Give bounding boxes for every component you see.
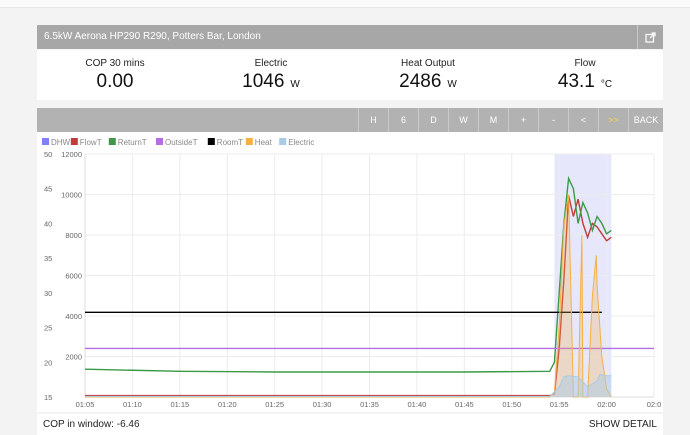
view-day-button[interactable]: D: [418, 108, 448, 132]
x-tick-label: 01:25: [265, 400, 284, 409]
x-tick-label: 01:45: [455, 400, 474, 409]
stat-number: 0.00: [96, 71, 134, 92]
view-week-button[interactable]: W: [448, 108, 478, 132]
y-right-tick-label: 12000: [61, 150, 82, 159]
stat-number: 1046: [242, 71, 285, 92]
x-tick-label: 02:0: [647, 400, 662, 409]
legend-swatch: [108, 138, 116, 145]
pan-left-button[interactable]: <: [568, 108, 598, 132]
x-tick-label: 01:10: [123, 400, 142, 409]
y-right-tick-label: 4000: [65, 312, 82, 321]
y-right-tick-label: 10000: [61, 191, 82, 200]
stat-unit: W: [447, 79, 457, 90]
stat-label: Heat Output: [401, 58, 455, 69]
legend-label: RoomT: [217, 138, 243, 147]
stat-unit: °C: [600, 79, 613, 90]
legend-label: Electric: [288, 138, 314, 147]
stat-label: Electric: [254, 58, 288, 69]
stat-number: 2486: [399, 71, 442, 92]
y-left-tick-label: 40: [44, 219, 52, 228]
stat-heat-output: Heat Output 2486 W: [350, 58, 506, 93]
y-left-tick-label: 30: [44, 289, 52, 298]
y-left-tick-label: 35: [44, 254, 52, 263]
legend-label: ReturnT: [118, 138, 147, 147]
back-button[interactable]: BACK: [628, 108, 663, 132]
stat-unit: W: [290, 79, 300, 90]
x-tick-label: 01:05: [76, 400, 95, 409]
x-tick-label: 01:35: [360, 400, 379, 409]
series-heat-line: [85, 194, 612, 398]
y-right-tick-label: 2000: [65, 353, 82, 362]
stat-cop: COP 30 mins 0.00: [37, 58, 193, 93]
stat-value: 0.00: [37, 71, 193, 93]
series-heat-area: [85, 194, 612, 397]
panel-title: 6.5kW Aerona HP290 R290, Potters Bar, Lo…: [44, 31, 261, 42]
legend-swatch: [156, 138, 163, 145]
external-link-icon[interactable]: [637, 25, 663, 49]
y-left-tick-label: 25: [44, 324, 52, 333]
x-tick-label: 01:55: [550, 400, 569, 409]
legend-swatch: [42, 138, 49, 145]
legend-label: FlowT: [80, 138, 102, 147]
stat-value: 1046 W: [193, 71, 349, 93]
x-tick-label: 01:50: [502, 400, 521, 409]
y-right-tick-label: 6000: [65, 272, 82, 281]
y-left-tick-label: 15: [44, 393, 52, 402]
series-returnt-line: [84, 175, 612, 373]
legend-swatch: [245, 138, 253, 145]
y-left-tick-label: 20: [44, 358, 52, 367]
stats-panel: COP 30 mins 0.00 Electric 1046 W Heat Out…: [37, 50, 663, 100]
stat-value: 43.1 °C: [507, 71, 663, 93]
stat-number: 43.1: [557, 71, 595, 92]
series-electric-line: [85, 374, 612, 397]
x-tick-label: 01:20: [218, 400, 237, 409]
legend-label: OutsideT: [165, 138, 198, 147]
y-left-tick-label: 45: [44, 185, 52, 194]
x-tick-label: 01:15: [170, 400, 189, 409]
stat-electric: Electric 1046 W: [193, 58, 349, 93]
stat-value: 2486 W: [350, 71, 506, 93]
series-flowt-line: [85, 195, 612, 397]
y-left-tick-label: 50: [44, 150, 52, 159]
legend-swatch: [279, 138, 287, 145]
view-month-button[interactable]: M: [478, 108, 508, 132]
stat-label: COP 30 mins: [85, 58, 145, 69]
timeseries-chart[interactable]: DHW FlowT ReturnT OutsideT RoomT Heat Electric…: [37, 132, 663, 412]
chart-toolbar: H 6 D W M + - < >> BACK: [37, 108, 663, 132]
view-hour-button[interactable]: H: [358, 108, 388, 132]
stat-label: Flow: [574, 58, 596, 69]
legend-label: Heat: [255, 138, 273, 147]
y-right-tick-label: 8000: [65, 231, 82, 240]
view-6h-button[interactable]: 6: [388, 108, 418, 132]
zoom-in-button[interactable]: +: [508, 108, 538, 132]
show-detail-link[interactable]: SHOW DETAIL: [588, 419, 657, 430]
stat-flow: Flow 43.1 °C: [507, 58, 663, 93]
zoom-out-button[interactable]: -: [538, 108, 568, 132]
x-tick-label: 01:40: [408, 400, 427, 409]
chart-area: DHW FlowT ReturnT OutsideT RoomT Heat Electric…: [37, 132, 663, 412]
legend-swatch: [207, 138, 215, 145]
panel-header: 6.5kW Aerona HP290 R290, Potters Bar, Lo…: [37, 25, 663, 49]
legend-swatch: [70, 138, 78, 145]
legend-label: DHW: [51, 138, 71, 147]
pan-right-button[interactable]: >>: [598, 108, 628, 132]
x-tick-label: 01:30: [313, 400, 332, 409]
x-tick-label: 02:00: [597, 400, 616, 409]
browser-top-strip: [0, 0, 690, 8]
chart-footer: COP in window: -6.46 SHOW DETAIL: [37, 414, 663, 435]
series-electric-area: [85, 374, 612, 397]
cop-in-window: COP in window: -6.46: [43, 419, 140, 430]
